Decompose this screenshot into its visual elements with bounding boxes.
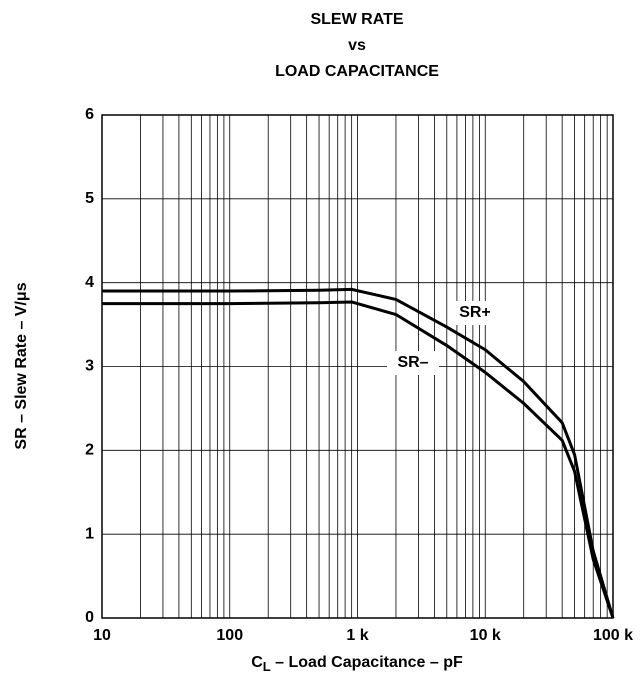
- series-label: SR–: [397, 354, 428, 371]
- y-tick-label: 3: [85, 358, 94, 375]
- series-label-box: [387, 351, 439, 375]
- x-tick-label: 10 k: [470, 627, 501, 644]
- chart-title: vs: [348, 37, 366, 54]
- y-tick-label: 6: [85, 106, 94, 123]
- y-tick-label: 5: [85, 190, 94, 207]
- x-label-text: – Load Capacitance – pF: [271, 654, 463, 671]
- y-tick-label: 0: [85, 609, 94, 626]
- y-tick-label: 4: [85, 274, 94, 291]
- x-tick-label: 100: [216, 627, 243, 644]
- y-tick-label: 1: [85, 525, 94, 542]
- plot-frame: [101, 114, 614, 619]
- series-label-box: [449, 301, 501, 325]
- data-line: [102, 300, 615, 619]
- y-axis-label: SR – Slew Rate – V/μs: [13, 282, 30, 449]
- series-label: SR+: [459, 304, 491, 321]
- x-label-symbol: C: [251, 654, 263, 671]
- chart-title: SLEW RATE: [310, 11, 403, 28]
- data-line: [102, 287, 615, 619]
- x-axis-label: CL – Load Capacitance – pF: [251, 654, 463, 674]
- x-tick-label: 1 k: [346, 627, 368, 644]
- x-label-subscript: L: [263, 659, 271, 674]
- x-tick-label: 100 k: [593, 627, 633, 644]
- y-tick-label: 2: [85, 442, 94, 459]
- x-tick-label: 10: [93, 627, 111, 644]
- chart-title: LOAD CAPACITANCE: [275, 63, 439, 80]
